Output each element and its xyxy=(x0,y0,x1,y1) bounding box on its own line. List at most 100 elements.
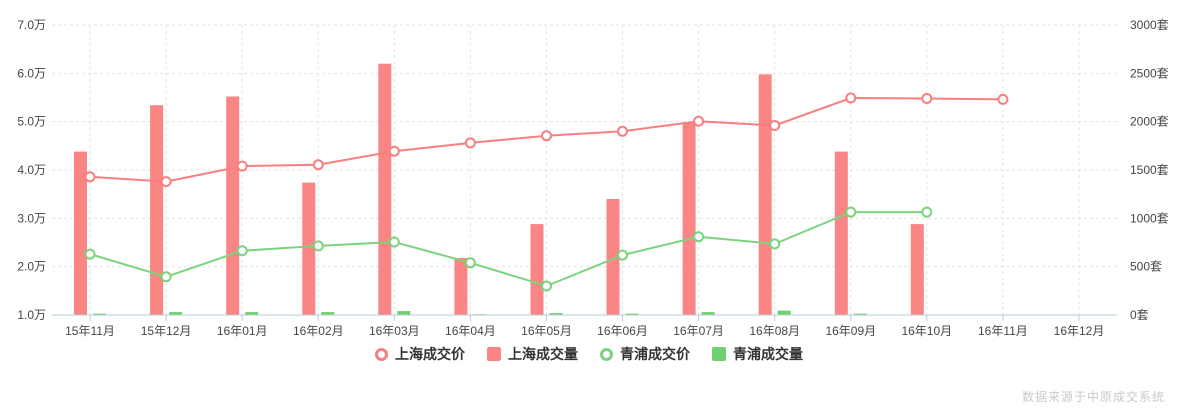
legend-label: 青浦成交量 xyxy=(733,346,803,362)
qingpu-price-point xyxy=(921,206,933,218)
qingpu-price-point xyxy=(617,249,628,261)
legend-label: 上海成交量 xyxy=(508,346,578,362)
y-axis-left-label: 4.0万 xyxy=(17,163,46,177)
y-axis-right-label: 3000套 xyxy=(1130,18,1169,32)
qingpu-price-point xyxy=(464,257,476,269)
legend-item-qingpu-volume[interactable]: 青浦成交量 xyxy=(712,344,803,364)
x-axis-label: 16年10月 xyxy=(901,324,952,338)
shanghai-price-point xyxy=(921,93,933,104)
legend-square-marker-qingpu-volume xyxy=(712,347,726,361)
shanghai-volume-bar xyxy=(606,199,620,315)
y-axis-right-label: 2500套 xyxy=(1130,66,1169,80)
shanghai-price-point xyxy=(464,137,476,149)
x-axis-labels: 15年11月 15年12月 16年01月 16年02月 16年03月 16年04月 16年0… xyxy=(65,324,1104,338)
qingpu-price-point xyxy=(541,280,552,292)
shanghai-price-point xyxy=(845,92,857,104)
shanghai-volume-bar xyxy=(302,182,316,315)
qingpu-price-line xyxy=(89,211,927,288)
shanghai-price-point xyxy=(617,125,628,137)
x-axis-label: 16年03月 xyxy=(369,324,420,338)
qingpu-price-point xyxy=(84,248,96,260)
legend-item-qingpu-price[interactable]: 青浦成交价 xyxy=(600,344,690,364)
y-axis-left-labels: 1.0万 2.0万 3.0万 4.0万 5.0万 6.0万 7.0万 xyxy=(17,18,46,322)
x-axis-label: 16年04月 xyxy=(445,324,496,338)
shanghai-price-point xyxy=(769,120,781,131)
legend-label: 上海成交价 xyxy=(395,346,465,362)
legend-circle-marker-qingpu-price xyxy=(600,347,613,361)
x-axis-label: 16年08月 xyxy=(749,324,800,338)
y-axis-right-label: 2000套 xyxy=(1130,115,1169,129)
qingpu-price-point xyxy=(312,240,324,252)
qingpu-volume-bar xyxy=(853,313,867,315)
shanghai-price-point xyxy=(388,145,400,157)
x-axis-label: 16年11月 xyxy=(978,324,1028,338)
y-axis-left-label: 7.0万 xyxy=(17,18,46,32)
shanghai-volume-bar xyxy=(530,224,544,315)
legend-square-marker-shanghai-volume xyxy=(487,347,501,361)
y-axis-left-label: 6.0万 xyxy=(17,66,46,80)
y-axis-left-label: 1.0万 xyxy=(17,308,46,322)
qingpu-volume-series xyxy=(93,310,867,315)
y-axis-left-label: 5.0万 xyxy=(17,115,46,129)
qingpu-volume-bar xyxy=(93,313,106,315)
qingpu-volume-bar xyxy=(397,311,411,315)
x-axis-label: 16年02月 xyxy=(293,324,344,338)
x-axis-label: 16年01月 xyxy=(217,324,268,338)
qingpu-price-series xyxy=(84,206,933,292)
qingpu-volume-bar xyxy=(321,312,335,315)
shanghai-price-series xyxy=(84,92,1009,188)
x-axis-label: 16年12月 xyxy=(1054,324,1105,338)
x-axis-label: 16年07月 xyxy=(673,324,724,338)
shanghai-volume-bar xyxy=(150,105,164,315)
qingpu-volume-bar xyxy=(245,312,259,315)
shanghai-volume-bar xyxy=(834,151,848,315)
qingpu-price-point xyxy=(693,231,705,243)
y-axis-right-label: 0套 xyxy=(1130,308,1149,322)
y-axis-left-label: 3.0万 xyxy=(17,211,46,225)
qingpu-volume-bar xyxy=(169,312,183,315)
shanghai-volume-bar xyxy=(74,151,87,315)
shanghai-price-point xyxy=(541,130,552,142)
qingpu-volume-bar xyxy=(549,313,563,315)
qingpu-price-point xyxy=(160,271,172,283)
legend-item-shanghai-volume[interactable]: 上海成交量 xyxy=(487,344,578,364)
shanghai-volume-bar xyxy=(226,96,240,315)
qingpu-price-point xyxy=(769,238,781,250)
x-axis-label: 16年09月 xyxy=(825,324,876,338)
x-axis xyxy=(52,314,1117,321)
shanghai-price-point xyxy=(84,171,96,183)
shanghai-price-point xyxy=(236,160,248,172)
chart-legend: 上海成交价 上海成交量 青浦成交价 青浦成交量 xyxy=(0,344,1178,364)
y-axis-right-label: 500套 xyxy=(1130,260,1162,274)
shanghai-volume-bar xyxy=(910,224,924,315)
shanghai-volume-series xyxy=(74,63,924,316)
y-axis-right-labels: 0套 500套 1000套 1500套 2000套 2500套 3000套 xyxy=(1130,18,1169,322)
shanghai-price-point xyxy=(160,176,172,188)
x-axis-label: 16年06月 xyxy=(597,324,648,338)
shanghai-volume-bar xyxy=(454,258,468,315)
x-axis-label: 15年11月 xyxy=(65,324,115,338)
qingpu-price-point xyxy=(236,245,248,257)
shanghai-price-point xyxy=(693,115,705,127)
y-axis-left-label: 2.0万 xyxy=(17,260,46,274)
legend-label: 青浦成交价 xyxy=(620,346,690,362)
shanghai-price-point xyxy=(312,159,324,171)
qingpu-volume-bar xyxy=(701,312,715,315)
data-source-note: 数据来源于中原成交系统 xyxy=(1021,390,1165,404)
y-axis-right-label: 1500套 xyxy=(1130,163,1169,177)
grid-lines xyxy=(52,24,1117,315)
qingpu-volume-bar xyxy=(777,310,791,315)
qingpu-price-point xyxy=(388,236,400,248)
qingpu-volume-bar xyxy=(625,313,639,315)
shanghai-volume-bar xyxy=(378,63,392,316)
y-axis-right-label: 1000套 xyxy=(1130,211,1169,225)
x-axis-label: 15年12月 xyxy=(141,324,192,338)
x-axis-label: 16年05月 xyxy=(521,324,572,338)
shanghai-volume-bar xyxy=(682,122,696,315)
shanghai-price-point xyxy=(997,93,1009,105)
chart-canvas: 1.0万 2.0万 3.0万 4.0万 5.0万 6.0万 7.0万 0套 500套 1000套 1… xyxy=(17,18,1169,338)
legend-item-shanghai-price[interactable]: 上海成交价 xyxy=(375,344,465,364)
legend-circle-marker-shanghai-price xyxy=(375,347,388,361)
shanghai-volume-bar xyxy=(758,74,772,315)
